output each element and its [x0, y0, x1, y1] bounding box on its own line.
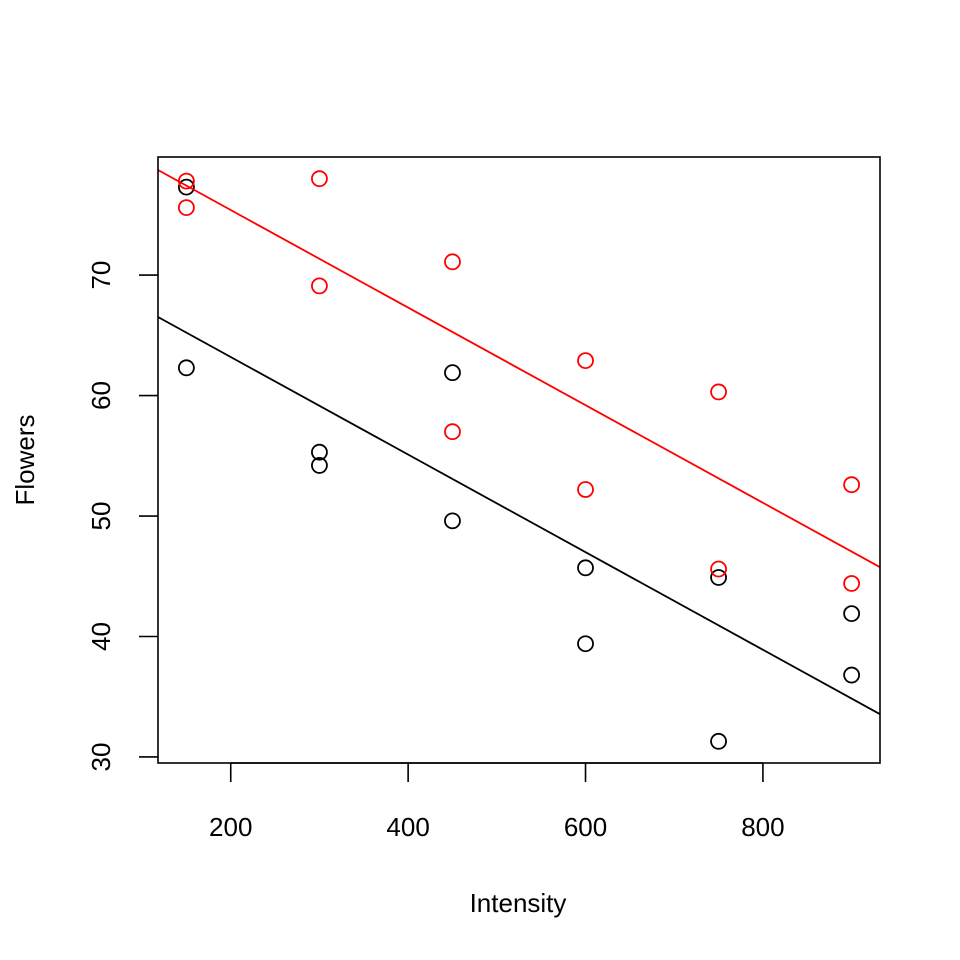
data-point-black — [577, 559, 594, 577]
data-point-black — [444, 364, 461, 382]
data-point-black — [311, 457, 328, 474]
y-axis-title: Flowers — [10, 414, 40, 505]
data-point-red — [444, 253, 461, 271]
data-point-black — [311, 443, 328, 461]
data-point-black — [177, 178, 195, 196]
y-tick-label: 50 — [86, 502, 116, 531]
plot-area — [158, 169, 880, 750]
x-axis-title: Intensity — [470, 888, 567, 918]
data-point-red — [177, 172, 195, 190]
axes: 200 400 600 800 30 40 50 60 70 — [86, 156, 881, 842]
data-point-red — [177, 199, 195, 217]
data-point-black — [843, 666, 861, 684]
data-point-red — [311, 277, 328, 295]
x-tick-label: 200 — [209, 812, 252, 842]
y-tick-label: 70 — [86, 261, 116, 290]
data-point-red — [843, 575, 861, 592]
data-point-red — [710, 383, 727, 401]
data-point-red — [577, 352, 594, 370]
data-point-red — [444, 423, 461, 441]
x-tick-label: 600 — [564, 812, 607, 842]
data-point-black — [177, 359, 195, 377]
data-point-red — [577, 481, 594, 498]
data-point-red — [311, 170, 328, 188]
y-tick-label: 60 — [86, 381, 116, 410]
x-tick-label: 800 — [741, 812, 784, 842]
y-tick-label: 40 — [86, 622, 116, 651]
data-point-red — [843, 476, 861, 494]
data-point-black — [843, 605, 861, 623]
y-tick-label: 30 — [86, 743, 116, 772]
plot-frame — [157, 156, 881, 764]
fit-line-red — [158, 169, 880, 568]
data-point-red — [710, 560, 727, 578]
data-point-black — [710, 569, 727, 586]
data-point-black — [577, 635, 594, 653]
data-point-black — [710, 732, 727, 750]
x-tick-label: 400 — [386, 812, 429, 842]
data-point-black — [444, 512, 461, 530]
fit-line-black — [158, 316, 880, 715]
